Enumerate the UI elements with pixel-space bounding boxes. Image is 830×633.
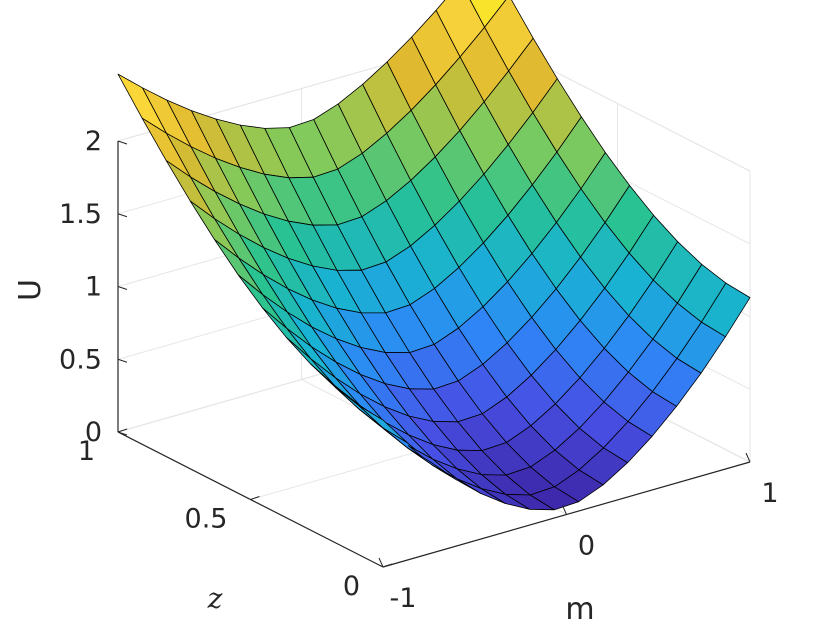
z-tick-label: 0.5 — [59, 344, 102, 375]
z-tick-label: 1.5 — [59, 199, 102, 230]
z-tick-mark — [117, 213, 128, 218]
z-axis-label: U — [13, 279, 48, 301]
y-tick-mark — [382, 563, 393, 568]
y-axis-label: z — [207, 582, 223, 615]
z-tick-mark — [117, 358, 128, 363]
x-tick-label: -1 — [390, 583, 417, 614]
z-tick-mark — [117, 286, 128, 290]
y-tick-mark — [117, 428, 128, 433]
y-tick-label: 0.5 — [185, 504, 228, 535]
x-tick-mark — [378, 557, 384, 568]
z-tick-label: 2 — [85, 126, 102, 157]
x-tick-mark — [745, 452, 751, 463]
x-tick-label: 1 — [761, 478, 778, 509]
surface-face — [701, 282, 751, 338]
x-axis-label: m — [565, 592, 594, 627]
surface-mesh — [117, 0, 751, 511]
y-tick-mark — [250, 496, 260, 500]
x-tick-label: 0 — [578, 531, 595, 562]
z-tick-label: 0 — [85, 417, 102, 448]
y-tick-label: 0 — [343, 571, 360, 602]
z-tick-mark — [117, 140, 128, 145]
y-tick-label: 1 — [78, 436, 95, 467]
z-tick-mark — [117, 431, 128, 436]
z-tick-label: 1 — [85, 272, 102, 303]
x-tick-mark — [562, 505, 567, 515]
